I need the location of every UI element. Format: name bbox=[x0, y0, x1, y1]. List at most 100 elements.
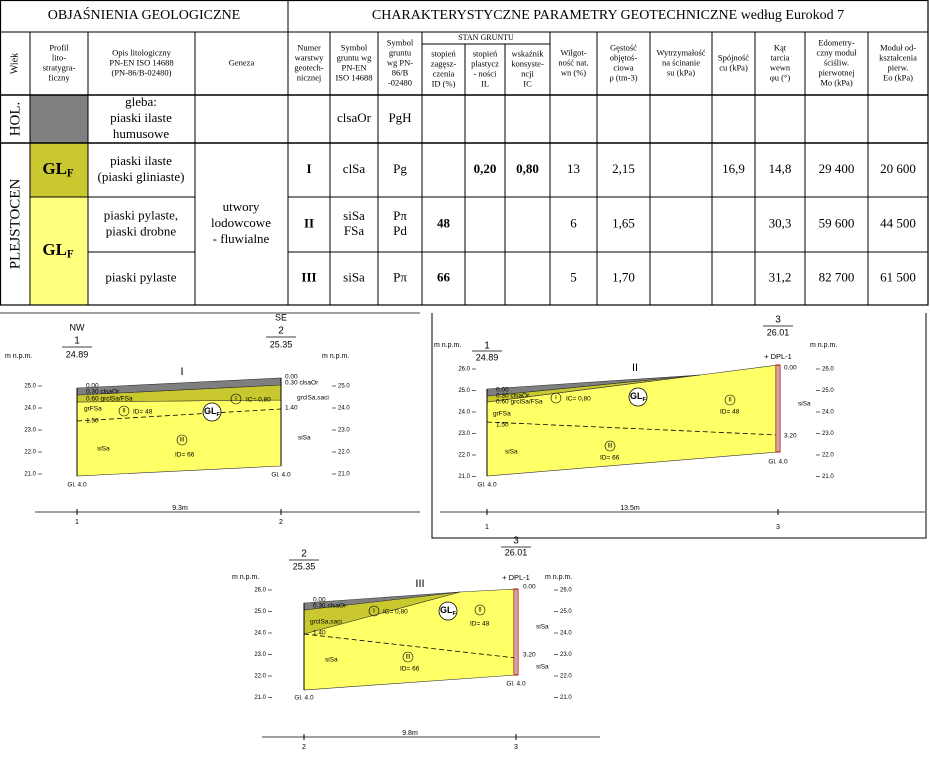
axis-label: m n.p.m. bbox=[810, 342, 837, 349]
end-number: 1 bbox=[75, 519, 79, 526]
cell-value: 2,15 bbox=[612, 161, 635, 176]
cell-value: 0,20 bbox=[474, 161, 497, 176]
section-label: IC= 0,80 bbox=[383, 609, 408, 616]
elevation-tick: 23.0 bbox=[254, 652, 266, 658]
section-label: grclSa,saci bbox=[310, 619, 342, 626]
section-label: 0.30 clsaOr bbox=[285, 380, 319, 387]
section-label: grFSa bbox=[84, 406, 102, 413]
borehole-number: 1 bbox=[484, 341, 490, 352]
end-number: 3 bbox=[514, 744, 518, 751]
layer-circle bbox=[474, 604, 486, 616]
column-header: ID (%) bbox=[432, 78, 456, 88]
group-header: STAN GRUNTU bbox=[458, 33, 514, 42]
profile-main: GL bbox=[630, 391, 643, 401]
column-header: PN-EN ISO 14688 bbox=[109, 57, 173, 67]
column-header: Gęstość bbox=[610, 42, 637, 52]
profile-symbol: GLF bbox=[440, 605, 457, 616]
cell-value: II bbox=[304, 215, 314, 230]
profile-sub: F bbox=[216, 411, 220, 417]
section-frame bbox=[431, 313, 927, 539]
axis-label: m n.p.m. bbox=[322, 353, 349, 360]
column-header: Opis litologiczny bbox=[112, 47, 172, 57]
elevation-tick: 24.0 bbox=[822, 410, 834, 416]
section-label: ID= 66 bbox=[175, 452, 195, 459]
column-header: wn (%) bbox=[561, 67, 586, 77]
column-header: φu (°) bbox=[770, 72, 791, 82]
cell-value: Pd bbox=[393, 223, 407, 238]
layer-circle bbox=[724, 394, 736, 406]
elevation-tick: 21.0 bbox=[24, 472, 36, 478]
profile-main: GL bbox=[42, 159, 67, 178]
section-label: siSa bbox=[536, 624, 549, 631]
column-header: Symbol bbox=[387, 37, 414, 47]
column-header: Wilgot- bbox=[560, 47, 586, 57]
elevation-tick: 26.0 bbox=[254, 588, 266, 594]
elevation-tick: 25.0 bbox=[254, 609, 266, 615]
probe-label: + DPL-1 bbox=[764, 352, 792, 361]
section-title: I bbox=[180, 366, 183, 378]
profile-symbol: GLF bbox=[42, 240, 74, 260]
elevation-tick: 26.0 bbox=[458, 367, 470, 373]
column-header: Edometry- bbox=[818, 37, 855, 47]
section-label: ID= 48 bbox=[470, 621, 490, 628]
column-header: IL bbox=[481, 78, 489, 88]
column-header: Moduł od- bbox=[880, 42, 916, 52]
layer-boundary bbox=[303, 633, 517, 659]
elevation-tick: 24.0 bbox=[458, 410, 470, 416]
genesis: utwory bbox=[223, 199, 260, 214]
section-label: 0.00 bbox=[523, 584, 536, 591]
cell-value: clsaOr bbox=[337, 110, 372, 125]
borehole-elevation: 25.35 bbox=[293, 561, 316, 571]
borehole-elevation: 26.01 bbox=[767, 327, 790, 337]
profile-main: GL bbox=[42, 240, 67, 259]
cell-value: 82 700 bbox=[819, 269, 855, 284]
layer-circle bbox=[368, 605, 380, 617]
column-header: Eo (kPa) bbox=[883, 72, 913, 82]
elevation-tick: 21.0 bbox=[560, 695, 572, 701]
borehole-number: 3 bbox=[775, 315, 781, 326]
section-title: II bbox=[632, 362, 638, 374]
column-header: tarcia bbox=[771, 52, 790, 62]
age: HOL. bbox=[7, 102, 23, 137]
column-header: Wiek bbox=[9, 53, 20, 74]
genesis: - fluwialne bbox=[213, 231, 270, 246]
cell-value: FSa bbox=[344, 223, 364, 238]
borehole-elevation: 25.35 bbox=[270, 339, 293, 349]
column-header: Wytrzymałość bbox=[656, 47, 705, 57]
column-header: pierwotnej bbox=[818, 67, 854, 77]
column-header: czny moduł bbox=[817, 47, 858, 57]
column-header: gruntu wg bbox=[337, 52, 372, 62]
elevation-tick: 24.0 bbox=[24, 406, 36, 412]
column-header: warstwy bbox=[295, 52, 325, 62]
description: (piaski gliniaste) bbox=[97, 169, 184, 184]
cell-value: III bbox=[301, 269, 316, 284]
gl-profile-fill-1 bbox=[30, 143, 88, 197]
section-label: ID= 66 bbox=[600, 455, 620, 462]
profile-circle bbox=[628, 387, 648, 407]
borehole-depth: Gl. 4.0 bbox=[768, 459, 788, 466]
cell-value: Pg bbox=[393, 161, 407, 176]
description: humusowe bbox=[113, 126, 170, 141]
description: piaski ilaste bbox=[110, 110, 172, 125]
cell-value: 48 bbox=[437, 215, 451, 230]
cell-value: 13 bbox=[567, 161, 580, 176]
column-header: Numer bbox=[297, 42, 321, 52]
profile-sub: F bbox=[642, 396, 646, 402]
section-label: siSa bbox=[97, 446, 110, 453]
column-header: Kąt bbox=[774, 42, 787, 52]
borehole-depth: Gl. 4.0 bbox=[271, 472, 291, 479]
profile-symbol: GLF bbox=[630, 391, 647, 402]
left-title: OBJAŚNIENIA GEOLOGICZNE bbox=[48, 6, 241, 23]
cell-value: 30,3 bbox=[769, 215, 792, 230]
column-header: 86/B bbox=[392, 67, 409, 77]
elevation-tick: 22.0 bbox=[822, 453, 834, 459]
layer-number: I bbox=[235, 397, 237, 403]
elevation-tick: 26.0 bbox=[560, 588, 572, 594]
borehole-depth: Gl. 4.0 bbox=[294, 695, 314, 702]
elevation-tick: 21.0 bbox=[338, 472, 350, 478]
right-title: CHARAKTERYSTYCZNE PARAMETRY GEOTECHNICZN… bbox=[372, 8, 844, 23]
profile-sub: F bbox=[67, 167, 74, 179]
column-header: wskaźnik bbox=[511, 48, 544, 58]
cell-value: 66 bbox=[437, 269, 451, 284]
column-header: stopień bbox=[431, 48, 456, 58]
